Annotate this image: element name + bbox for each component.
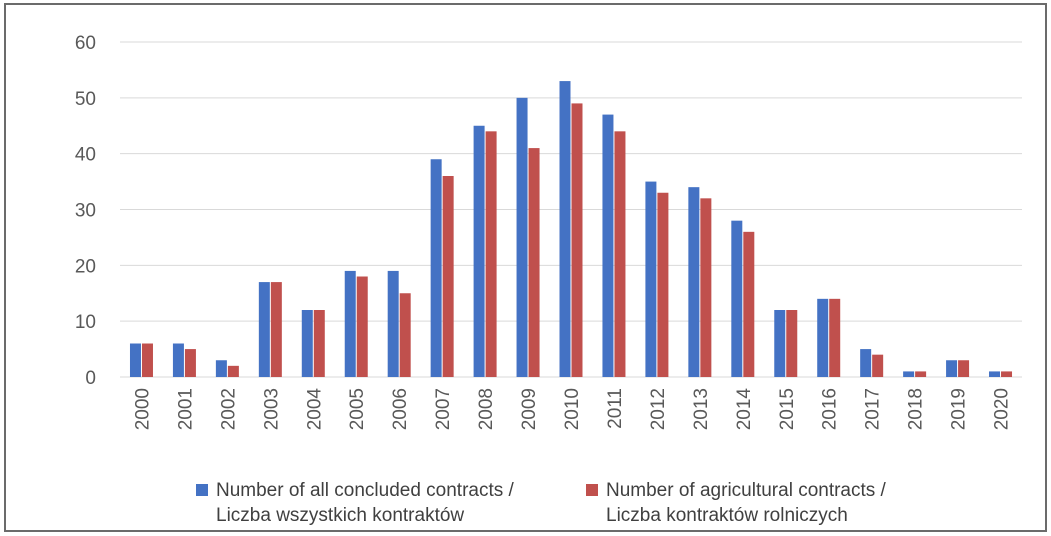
bar-agricultural-contracts [141, 343, 153, 377]
bar-all-contracts [516, 97, 528, 377]
x-tick-label: 2001 [175, 388, 196, 430]
x-tick-label: 2009 [519, 388, 540, 430]
x-tick-label: 2005 [347, 388, 368, 430]
bar-agricultural-contracts [442, 176, 454, 377]
y-tick-label: 10 [75, 312, 96, 333]
bar-all-contracts [774, 310, 786, 377]
bar-all-contracts [258, 282, 270, 377]
x-tick-label: 2018 [906, 388, 927, 430]
bar-all-contracts [473, 125, 485, 377]
x-tick-label: 2013 [691, 388, 712, 430]
legend-label-line: Liczba kontraktów rolniczych [606, 505, 848, 526]
x-tick-label: 2008 [476, 388, 497, 430]
bar-agricultural-contracts [485, 131, 497, 377]
bars [129, 81, 1013, 378]
bar-all-contracts [645, 181, 657, 377]
y-tick-label: 0 [85, 368, 96, 389]
bar-agricultural-contracts [356, 276, 368, 377]
bar-agricultural-contracts [958, 360, 970, 377]
bar-agricultural-contracts [184, 349, 196, 377]
bar-agricultural-contracts [786, 310, 798, 377]
y-tick-label: 60 [75, 33, 96, 54]
x-tick-label: 2015 [777, 388, 798, 430]
x-tick-label: 2006 [390, 388, 411, 430]
legend: Number of all concluded contracts / Licz… [196, 478, 976, 528]
x-tick-label: 2011 [605, 388, 626, 429]
x-tick-label: 2020 [992, 388, 1013, 430]
bar-agricultural-contracts [657, 192, 669, 377]
bar-all-contracts [430, 159, 442, 377]
x-tick-label: 2016 [820, 388, 841, 430]
bar-all-contracts [387, 270, 399, 377]
legend-label-line: Number of agricultural contracts / [606, 480, 886, 501]
bar-agricultural-contracts [614, 131, 626, 377]
bar-agricultural-contracts [571, 103, 583, 378]
bar-agricultural-contracts [227, 365, 239, 377]
bar-all-contracts [989, 371, 1001, 377]
legend-label-agricultural-contracts: Number of agricultural contracts / Liczb… [606, 478, 886, 528]
bar-agricultural-contracts [399, 293, 411, 377]
x-tick-label: 2007 [433, 388, 454, 430]
y-tick-label: 20 [75, 256, 96, 277]
bar-agricultural-contracts [528, 148, 540, 377]
x-tick-label: 2019 [949, 388, 970, 430]
bar-all-contracts [129, 343, 141, 377]
y-tick-label: 50 [75, 89, 96, 110]
x-tick-label: 2017 [863, 388, 884, 430]
x-tick-label: 2012 [648, 388, 669, 430]
bar-agricultural-contracts [270, 282, 282, 377]
bar-all-contracts [559, 81, 571, 377]
bar-all-contracts [946, 360, 958, 377]
bar-all-contracts [731, 220, 743, 377]
legend-item-agricultural-contracts: Number of agricultural contracts / Liczb… [586, 478, 886, 528]
bar-agricultural-contracts [872, 354, 884, 377]
legend-swatch-agricultural-contracts [586, 484, 598, 496]
bar-agricultural-contracts [915, 371, 927, 377]
bar-all-contracts [172, 343, 184, 377]
bar-all-contracts [903, 371, 915, 377]
x-tick-label: 2000 [132, 388, 153, 430]
x-tick-label: 2014 [734, 388, 755, 431]
bar-all-contracts [215, 360, 227, 377]
legend-label-line: Number of all concluded contracts / [216, 480, 514, 501]
bar-all-contracts [602, 114, 614, 377]
bar-all-contracts [688, 187, 700, 377]
x-tick-label: 2004 [304, 388, 325, 431]
legend-item-all-contracts: Number of all concluded contracts / Licz… [196, 478, 514, 528]
y-axis-ticks: 0 10 20 30 40 50 60 [75, 33, 96, 389]
legend-label-all-contracts: Number of all concluded contracts / Licz… [216, 478, 514, 528]
y-tick-label: 40 [75, 145, 96, 166]
bar-all-contracts [860, 349, 872, 377]
bar-all-contracts [817, 298, 829, 377]
bar-agricultural-contracts [743, 231, 755, 377]
gridlines [120, 41, 1022, 378]
x-axis-ticks: 2000 2001 2002 2003 2004 2005 2006 2007 2008 2009… [132, 388, 1012, 431]
x-tick-label: 2003 [261, 388, 282, 430]
bar-agricultural-contracts [313, 310, 325, 377]
legend-swatch-all-contracts [196, 484, 208, 496]
x-tick-label: 2002 [218, 388, 239, 430]
y-tick-label: 30 [75, 201, 96, 222]
bar-all-contracts [301, 310, 313, 377]
bar-all-contracts [344, 270, 356, 377]
bar-agricultural-contracts [1001, 371, 1013, 377]
bar-agricultural-contracts [829, 298, 841, 377]
bar-agricultural-contracts [700, 198, 712, 377]
legend-label-line: Liczba wszystkich kontraktów [216, 505, 465, 526]
x-tick-label: 2010 [562, 388, 583, 430]
